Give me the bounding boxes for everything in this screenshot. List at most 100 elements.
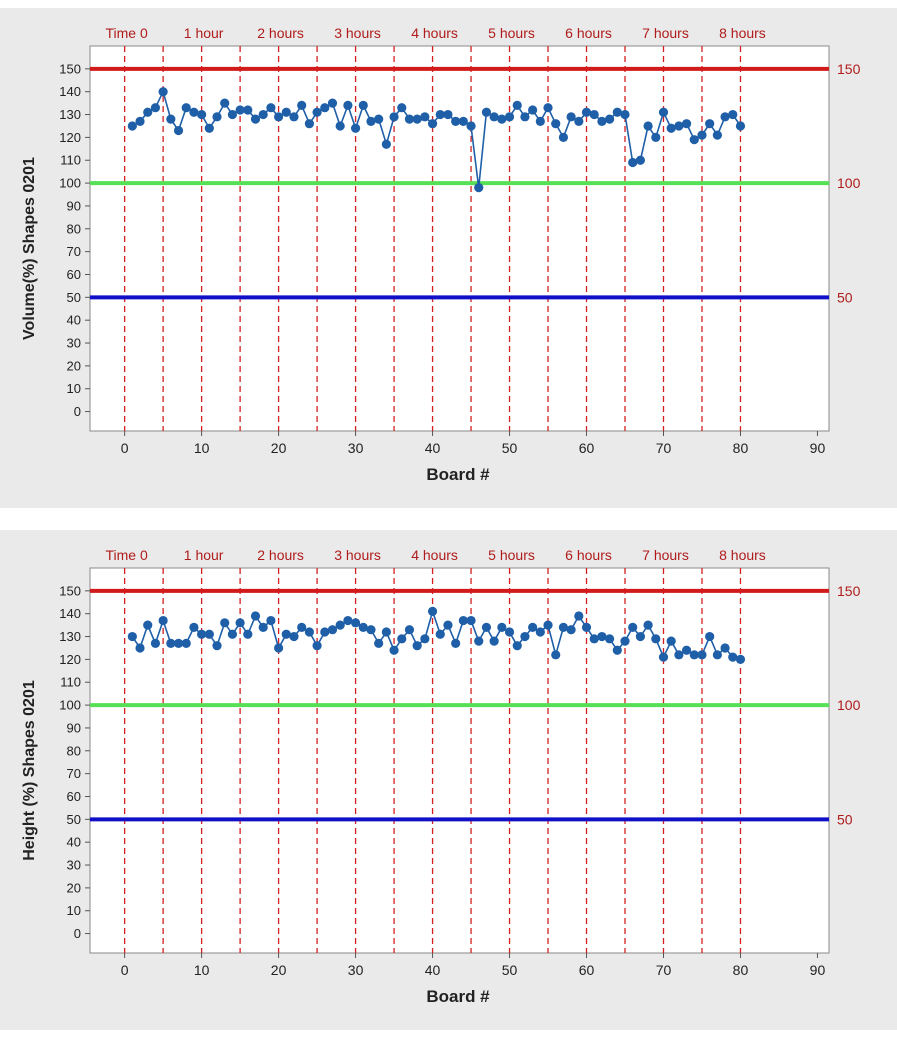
data-point [628,622,638,633]
time-marker-label: 2 hours [257,547,304,563]
y-tick-label: 60 [67,789,81,804]
data-point [327,98,338,108]
y-tick-label: 140 [59,84,81,99]
y-tick-label: 30 [67,858,81,873]
data-point [528,622,538,633]
data-point [381,139,391,149]
y-tick-label: 80 [67,221,81,236]
data-point [643,620,653,630]
data-point [243,629,253,639]
time-marker-label: 1 hour [184,547,224,563]
data-point [581,107,592,117]
data-point [350,618,361,628]
data-point [705,119,715,129]
data-point [658,107,669,117]
time-marker-label: 5 hours [488,547,535,563]
data-point [135,643,145,653]
data-point [312,641,322,651]
plot-area [89,567,830,954]
y-tick-label: 100 [59,176,81,191]
y-tick-label: 30 [67,336,81,351]
x-tick-label: 0 [121,962,129,978]
data-point [558,132,569,142]
reference-line-label: 100 [837,697,861,713]
y-tick-label: 20 [67,358,81,373]
data-point [612,645,622,655]
data-point [466,615,476,626]
data-point [173,125,184,136]
data-point [404,625,415,635]
data-point [250,611,261,621]
data-point [227,629,238,639]
data-point [212,641,222,651]
data-point [681,119,692,129]
x-tick-label: 70 [656,440,672,456]
data-point [566,625,576,635]
x-tick-label: 30 [348,962,364,978]
data-point [127,631,137,642]
data-point [166,638,176,649]
y-tick-label: 70 [67,244,81,259]
x-tick-label: 20 [271,440,287,456]
time-marker-label: 7 hours [642,25,689,41]
data-point [420,634,430,644]
x-tick-label: 30 [348,440,364,456]
data-point [281,629,291,639]
data-point [474,636,484,646]
data-point [173,638,184,649]
data-point [220,98,230,108]
data-point [735,654,746,664]
data-point [728,652,738,662]
data-point [528,105,538,115]
x-tick-label: 10 [194,962,210,978]
time-marker-label: Time 0 [106,25,148,41]
data-point [504,627,515,637]
data-point [520,631,530,642]
data-point [489,112,499,122]
x-tick-label: 60 [579,440,595,456]
x-tick-label: 80 [733,440,749,456]
data-point [358,100,368,111]
data-point [466,121,476,131]
data-point [389,112,399,122]
y-tick-label: 80 [67,743,81,758]
x-tick-label: 0 [121,440,129,456]
data-point [658,652,669,662]
y-tick-label: 120 [59,130,81,145]
data-point [666,636,676,646]
data-point [651,634,661,644]
data-point [189,622,199,633]
y-tick-label: 0 [74,926,81,941]
data-point [712,130,722,140]
x-tick-label: 20 [271,962,287,978]
data-point [481,107,492,117]
y-tick-label: 40 [67,835,81,850]
data-point [443,109,453,120]
data-point [220,618,230,628]
data-point [643,121,653,131]
data-point [343,615,353,626]
data-point [366,625,376,635]
data-point [635,631,646,642]
data-point [581,622,592,633]
y-tick-label: 50 [67,290,81,305]
data-point [258,109,268,120]
data-point [320,103,330,113]
data-point [181,638,191,649]
time-marker-label: 4 hours [411,25,458,41]
data-point [720,643,730,653]
y-tick-label: 40 [67,313,81,328]
data-point [574,611,584,621]
y-tick-label: 50 [67,812,81,827]
data-point [589,109,599,120]
x-tick-label: 80 [733,962,749,978]
data-point [143,107,153,117]
reference-line-label: 50 [837,811,853,827]
data-point [243,105,253,115]
data-point [474,183,484,193]
data-point [420,112,430,122]
data-point [327,625,338,635]
data-point [674,121,684,131]
data-point [520,112,530,122]
